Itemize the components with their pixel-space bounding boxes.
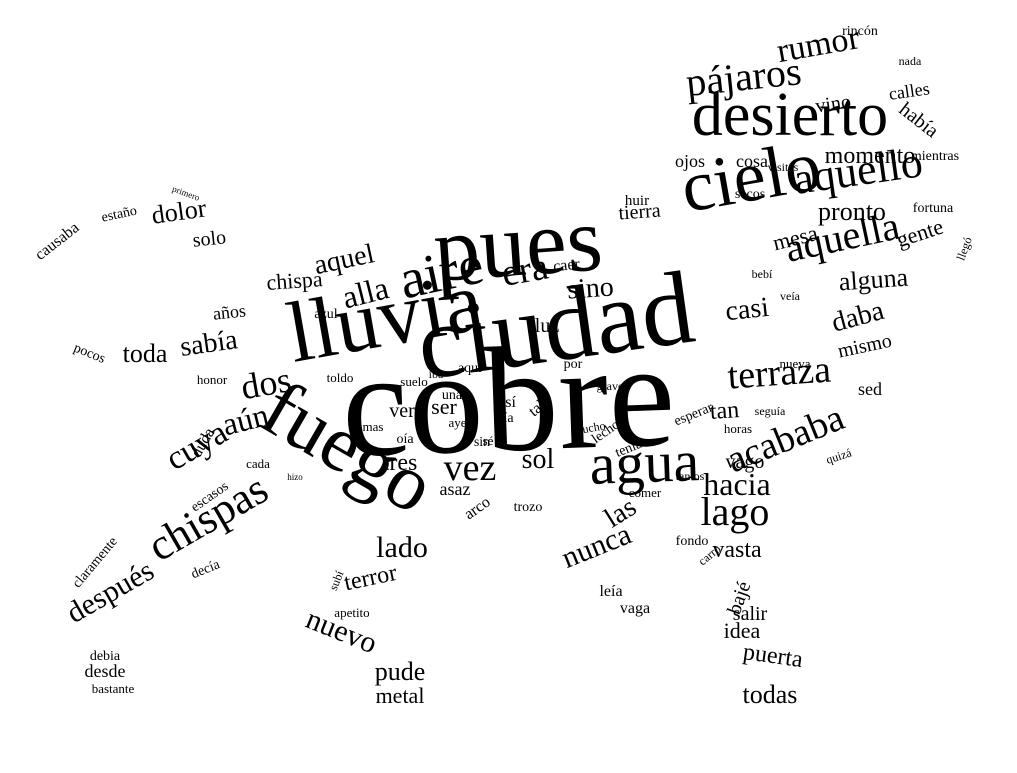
cloud-word: ver: [389, 400, 415, 422]
cloud-word: pues: [430, 187, 605, 301]
cloud-word: trozo: [514, 500, 543, 515]
cloud-word: cosa: [736, 151, 768, 171]
cloud-word: idea: [724, 618, 761, 643]
cloud-word: sé: [483, 433, 494, 448]
cloud-word: chispas: [139, 464, 276, 571]
cloud-word: por: [564, 357, 583, 372]
cloud-word: sin: [474, 435, 490, 450]
cloud-word: años: [212, 300, 247, 323]
cloud-word: mientras: [911, 149, 959, 164]
cloud-word: calles: [887, 78, 930, 104]
cloud-word: hizo: [287, 472, 303, 482]
cloud-word: alguna: [838, 263, 910, 297]
cloud-word: lago: [701, 489, 770, 534]
cloud-word: vez: [444, 447, 497, 489]
cloud-word: toldo: [327, 370, 354, 385]
cloud-word: día: [496, 411, 514, 426]
cloud-word: oía: [396, 432, 414, 447]
cloud-word: solo: [192, 226, 227, 251]
cloud-word: ser: [431, 394, 457, 419]
cloud-word: toda: [123, 339, 168, 368]
cloud-word: nueva: [779, 356, 810, 371]
cloud-word: iba: [429, 367, 444, 381]
cloud-word: causaba: [32, 219, 82, 264]
cloud-word: grave: [597, 379, 624, 393]
cloud-word: quizá: [824, 445, 854, 467]
cloud-word: azul: [314, 307, 337, 322]
cloud-word: suelo: [400, 374, 427, 389]
cloud-word: bastante: [92, 681, 135, 696]
cloud-word: fondo: [676, 534, 709, 549]
cloud-word: ojos: [675, 151, 705, 171]
cloud-word: huir: [625, 193, 649, 209]
cloud-word: tantos: [676, 469, 705, 483]
cloud-word: una: [442, 388, 463, 403]
cloud-word: asaz: [440, 479, 471, 499]
cloud-word: hacia: [703, 466, 771, 502]
cloud-word: casi: [724, 292, 771, 327]
cloud-word: ayes: [448, 415, 471, 430]
cloud-word: terraza: [726, 348, 832, 397]
cloud-word: había: [895, 98, 943, 142]
cloud-word: aqui: [458, 361, 482, 376]
cloud-word: honor: [197, 372, 228, 387]
cloud-word: mas: [363, 419, 384, 434]
cloud-word: secos: [735, 187, 765, 202]
cloud-word: horas: [724, 421, 752, 436]
cloud-word: fortuna: [913, 201, 954, 216]
cloud-word: dolor: [150, 193, 209, 229]
cloud-word: visitas: [768, 160, 799, 174]
cloud-word: puerta: [741, 639, 804, 673]
cloud-word: esperar: [672, 400, 715, 429]
cloud-word: estaño: [100, 204, 138, 226]
cloud-word: pude: [375, 657, 426, 686]
cloud-word: tan: [709, 397, 740, 425]
cloud-word: leía: [599, 583, 622, 600]
cloud-word: comer: [629, 485, 662, 500]
cloud-word: terror: [342, 560, 400, 597]
cloud-word: luz: [535, 315, 560, 337]
cloud-word: era: [498, 245, 551, 294]
cloud-word: sino: [566, 271, 615, 305]
cloud-word: lado: [376, 531, 428, 564]
cloud-word: sed: [858, 379, 882, 399]
cloud-word: salir: [733, 603, 768, 625]
cloud-word: tres: [383, 450, 418, 476]
cloud-word: desierto: [692, 81, 888, 149]
cloud-word: vino: [814, 91, 852, 118]
cloud-word: momento: [825, 143, 916, 169]
cloud-word: decía: [189, 557, 223, 582]
cloud-word: gente: [893, 214, 946, 253]
cloud-word: tierra: [618, 200, 662, 225]
cloud-word: veía: [780, 289, 801, 303]
cloud-word: bebí: [752, 267, 773, 281]
cloud-word: rincón: [842, 24, 878, 39]
cloud-word: caer: [552, 256, 581, 276]
cloud-word: dos: [238, 359, 294, 407]
cloud-word: cobre: [339, 311, 678, 489]
cloud-word: desde: [85, 661, 126, 681]
cloud-word: debia: [90, 649, 121, 664]
cloud-word: llegó: [954, 235, 975, 262]
cloud-word: pocos: [71, 341, 107, 367]
cloud-word: mucho: [572, 418, 607, 437]
cloud-word: apetito: [334, 605, 369, 620]
cloud-word: nada: [899, 54, 922, 68]
cloud-word: agua: [588, 428, 700, 497]
cloud-word: pronto: [818, 197, 886, 226]
cloud-word: chispa: [266, 266, 324, 295]
cloud-word: cada: [246, 456, 270, 471]
cloud-word: metal: [376, 683, 425, 708]
cloud-word: sol: [522, 444, 555, 475]
cloud-word: sabía: [178, 324, 240, 363]
cloud-word: después: [61, 554, 160, 630]
cloud-word: todas: [743, 680, 798, 709]
cloud-word: seguía: [755, 404, 786, 418]
cloud-word: vago: [726, 451, 765, 473]
cloud-word: vasta: [712, 537, 762, 563]
cloud-word: así: [498, 394, 516, 411]
cloud-word: vaga: [620, 600, 650, 617]
